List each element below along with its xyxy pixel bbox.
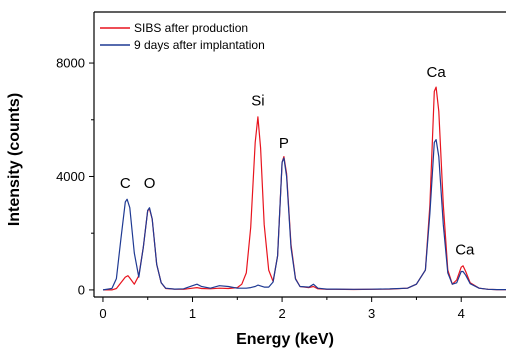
y-tick-label: 8000 bbox=[56, 56, 85, 71]
series-line-1 bbox=[103, 86, 506, 291]
y-tick-label: 0 bbox=[78, 282, 85, 297]
legend-label-1: SIBS after production bbox=[134, 21, 248, 35]
peak-label: P bbox=[279, 135, 289, 152]
peak-label: Ca bbox=[427, 64, 447, 81]
axes: 0 1 2 3 4 0 4000 8000 bbox=[56, 11, 506, 321]
peak-label: Ca bbox=[455, 241, 475, 258]
x-tick-label: 0 bbox=[99, 306, 106, 321]
legend: SIBS after production 9 days after implan… bbox=[100, 21, 265, 52]
series-line-2 bbox=[102, 139, 506, 291]
x-axis-title: Energy (keV) bbox=[236, 331, 334, 348]
y-axis-title: Intensity (counts) bbox=[6, 93, 23, 226]
x-tick-label: 2 bbox=[278, 306, 285, 321]
peak-label: C bbox=[120, 175, 131, 192]
labels: Energy (keV) Intensity (counts) C O Si P Ca Ca bbox=[6, 64, 475, 348]
peak-label: O bbox=[144, 175, 156, 192]
y-tick-label: 4000 bbox=[56, 169, 85, 184]
peak-label: Si bbox=[251, 93, 264, 110]
x-tick-label: 4 bbox=[458, 306, 465, 321]
x-tick-label: 1 bbox=[189, 306, 196, 321]
x-tick-label: 3 bbox=[368, 306, 375, 321]
plot-area bbox=[102, 86, 506, 291]
legend-label-2: 9 days after implantation bbox=[134, 38, 265, 52]
